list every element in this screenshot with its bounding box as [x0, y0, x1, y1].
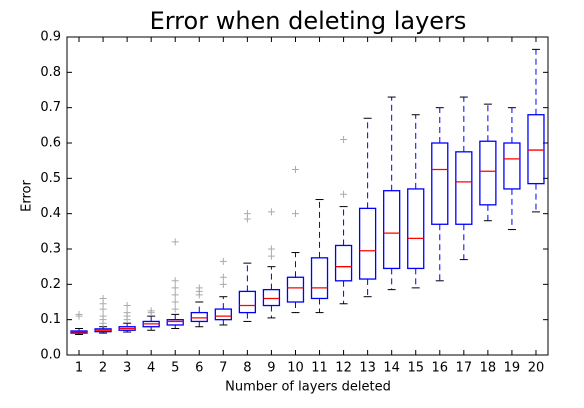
- outlier: [123, 309, 131, 317]
- outlier: [171, 291, 179, 299]
- outlier: [291, 210, 299, 218]
- x-tick-label: 10: [287, 361, 304, 376]
- box: [214, 308, 232, 321]
- outlier: [171, 305, 179, 313]
- y-tick-label: 0.3: [40, 242, 61, 257]
- outlier: [99, 294, 107, 302]
- outlier: [219, 280, 227, 288]
- y-tick-label: 0.4: [40, 206, 61, 221]
- outlier: [219, 273, 227, 281]
- outlier: [75, 310, 83, 318]
- outlier: [219, 257, 227, 265]
- y-tick-label: 0.6: [40, 136, 61, 151]
- x-tick-label: 17: [456, 361, 473, 376]
- outlier: [267, 208, 275, 216]
- box: [166, 319, 184, 326]
- box: [262, 288, 281, 307]
- box: [190, 311, 208, 323]
- box: [383, 190, 401, 270]
- x-tick-label: 3: [123, 361, 131, 376]
- chart-title: Error when deleting layers: [150, 7, 467, 35]
- box: [358, 207, 377, 280]
- outlier: [171, 298, 179, 306]
- y-axis-label: Error: [20, 180, 35, 212]
- x-tick-label: 7: [219, 361, 227, 376]
- outlier: [291, 166, 299, 173]
- box: [286, 276, 305, 303]
- x-tick-label: 14: [383, 361, 400, 376]
- x-tick-label: 1: [75, 361, 83, 376]
- outlier: [195, 284, 203, 292]
- y-tick-label: 0.2: [40, 277, 61, 292]
- y-tick-label: 0.1: [40, 312, 61, 327]
- box: [238, 290, 257, 314]
- x-tick-label: 4: [147, 361, 155, 376]
- x-tick-label: 12: [335, 361, 352, 376]
- box: [407, 188, 425, 270]
- outlier: [267, 245, 275, 253]
- x-tick-label: 9: [267, 361, 275, 376]
- x-axis-label: Number of layers deleted: [225, 380, 391, 395]
- x-tick-label: 20: [528, 361, 545, 376]
- y-tick-label: 0.9: [40, 30, 61, 45]
- x-tick-label: 5: [171, 361, 179, 376]
- outlier: [340, 190, 348, 198]
- outlier: [123, 302, 131, 310]
- outlier: [243, 210, 251, 218]
- x-tick-label: 6: [195, 361, 203, 376]
- plot-frame: [66, 36, 549, 356]
- box: [527, 114, 545, 185]
- y-tick-label: 0.7: [40, 100, 61, 115]
- x-tick-label: 8: [243, 361, 251, 376]
- x-tick-label: 15: [407, 361, 424, 376]
- x-tick-label: 18: [480, 361, 497, 376]
- box: [431, 142, 449, 225]
- x-tick-label: 2: [99, 361, 107, 376]
- outlier: [267, 252, 275, 260]
- y-tick-label: 0.0: [40, 348, 61, 363]
- box: [503, 142, 521, 190]
- x-tick-label: 19: [504, 361, 521, 376]
- outlier: [171, 277, 179, 285]
- box: [310, 257, 329, 300]
- y-tick-label: 0.5: [40, 171, 61, 186]
- outlier: [99, 312, 107, 320]
- outlier: [147, 307, 155, 315]
- box: [479, 140, 497, 206]
- outlier: [171, 284, 179, 292]
- x-tick-label: 16: [432, 361, 449, 376]
- y-tick-label: 0.8: [40, 65, 61, 80]
- x-tick-label: 11: [311, 361, 328, 376]
- x-tick-label: 13: [359, 361, 376, 376]
- box: [334, 244, 353, 282]
- outlier: [171, 238, 179, 246]
- box: [455, 151, 473, 225]
- outlier: [340, 135, 348, 143]
